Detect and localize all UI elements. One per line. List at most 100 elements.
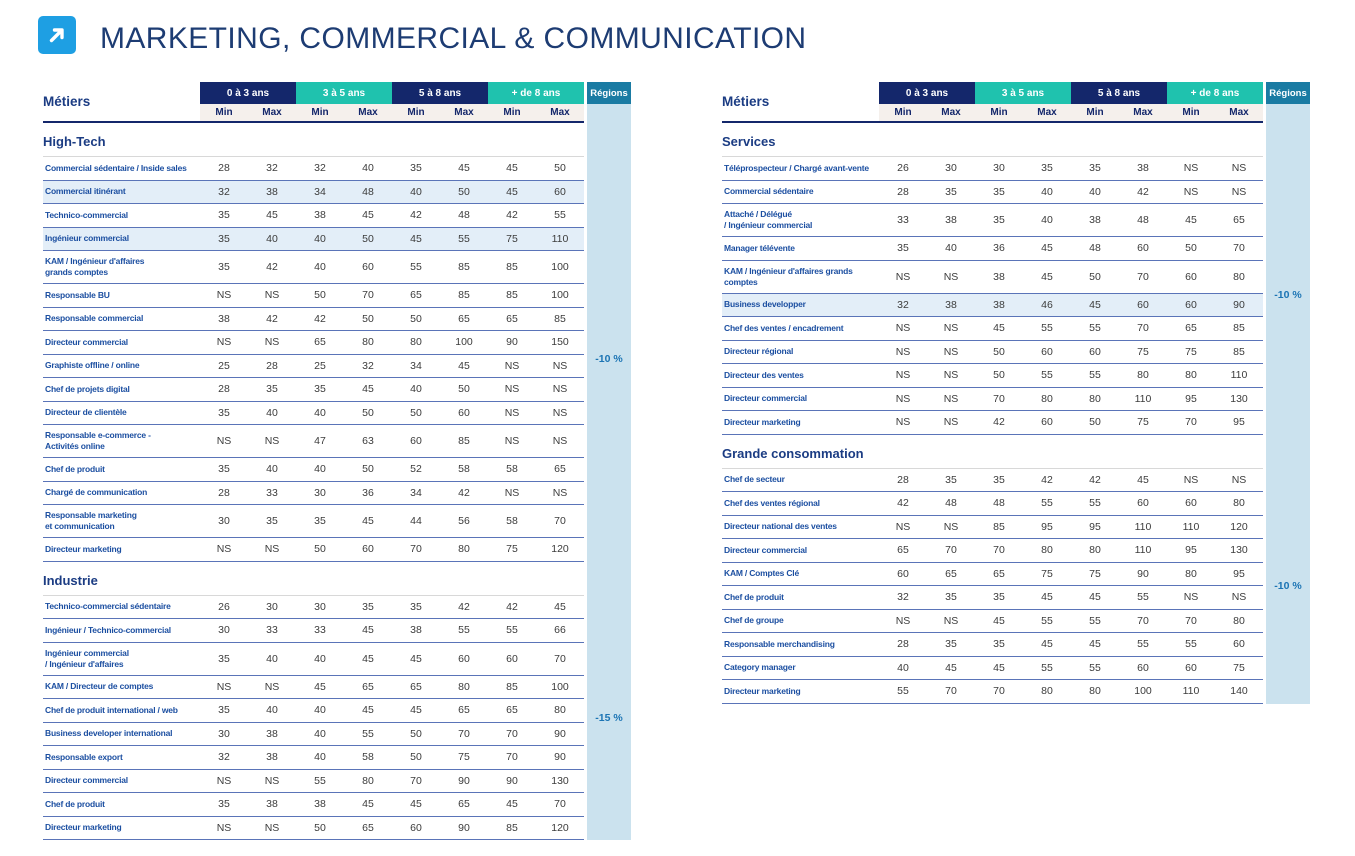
salary-value: 110 (551, 232, 569, 245)
salary-value: 75 (1233, 661, 1245, 674)
salary-value: 45 (362, 798, 374, 811)
salary-value: 40 (410, 383, 422, 396)
salary-value: NS (264, 543, 280, 556)
salary-value: 38 (1089, 214, 1101, 226)
table-row: Chef de produit 35 40 40 50 52 58 58 65 (43, 458, 584, 482)
salary-value: 80 (362, 336, 374, 349)
table-row: Directeur commercial NS NS 70 80 80 110 95 130 (722, 388, 1263, 411)
table-row: Responsable commercial 38 42 42 50 50 65 65 85 (43, 308, 584, 331)
salary-value: 65 (1185, 322, 1197, 335)
job-label: Responsable export (45, 751, 123, 762)
salary-value: 34 (410, 486, 422, 499)
salary-value: 70 (993, 544, 1005, 557)
salary-table-right: 0 à 3 ans 3 à 5 ans 5 à 8 ans + de 8 ans Rég… (722, 82, 1310, 704)
salary-value: 70 (554, 515, 566, 527)
salary-value: 46 (1041, 298, 1053, 311)
salary-value: 58 (506, 463, 518, 476)
salary-value: 35 (945, 638, 957, 651)
salary-value: NS (504, 383, 520, 396)
job-label: Graphiste offline / online (45, 360, 140, 371)
experience-header: 5 à 8 ans (1071, 82, 1167, 104)
salary-value: 55 (1041, 322, 1053, 335)
job-label: Directeur commercial (724, 393, 807, 404)
salary-value: 70 (1137, 322, 1149, 335)
salary-value: NS (895, 345, 911, 358)
salary-value: 130 (551, 774, 569, 787)
salary-value: NS (504, 486, 520, 499)
salary-value: 42 (458, 600, 470, 613)
region-note: -10 % (1274, 579, 1302, 592)
salary-value: 60 (1041, 416, 1053, 429)
salary-value: 140 (1230, 685, 1248, 698)
salary-value: 45 (945, 661, 957, 674)
salary-value: 40 (1041, 214, 1053, 226)
salary-value: 60 (458, 406, 470, 419)
salary-value: NS (895, 322, 911, 335)
section-rows: Technico-commercial sédentaire 26 30 30 35 35… (43, 596, 631, 840)
salary-value: 40 (410, 185, 422, 198)
salary-table-left: 0 à 3 ans 3 à 5 ans 5 à 8 ans + de 8 ans Rég… (43, 82, 631, 840)
salary-value: 65 (410, 680, 422, 693)
salary-value: NS (216, 289, 232, 302)
salary-value: 38 (266, 185, 278, 198)
salary-value: 36 (362, 486, 374, 499)
table-row: Directeur commercial NS NS 55 80 70 90 90 130 (43, 770, 584, 793)
salary-value: 85 (458, 289, 470, 302)
salary-value: 32 (897, 591, 909, 604)
salary-value: 44 (410, 515, 422, 527)
salary-value: 30 (314, 486, 326, 499)
job-label: Directeur régional (724, 346, 794, 357)
salary-value: 50 (314, 821, 326, 834)
salary-value: 35 (993, 638, 1005, 651)
salary-value: NS (895, 520, 911, 533)
job-label: Directeur commercial (45, 775, 128, 786)
salary-value: NS (264, 289, 280, 302)
salary-value: 50 (1185, 242, 1197, 255)
salary-value: 45 (506, 798, 518, 811)
salary-value: 90 (458, 821, 470, 834)
salary-value: 50 (362, 463, 374, 476)
salary-value: 70 (554, 652, 566, 665)
salary-value: 85 (554, 312, 566, 325)
job-label: Responsable commercial (45, 313, 144, 324)
salary-value: 42 (1137, 185, 1149, 198)
region-note: -15 % (595, 711, 623, 724)
max-header: Max (358, 107, 378, 118)
salary-value: 70 (506, 727, 518, 740)
salary-value: 70 (1185, 416, 1197, 429)
salary-value: 45 (506, 162, 518, 175)
salary-value: NS (943, 369, 959, 382)
job-label: Directeur des ventes (724, 369, 804, 380)
salary-value: 65 (993, 567, 1005, 580)
salary-value: 40 (897, 661, 909, 674)
table-row: Chef des ventes régional 42 48 48 55 55 60 60 80 (722, 492, 1263, 516)
salary-value: 80 (554, 704, 566, 717)
salary-value: 50 (314, 289, 326, 302)
salary-value: 45 (458, 359, 470, 372)
job-label: Responsable merchandising (724, 638, 835, 649)
salary-value: 80 (1041, 392, 1053, 405)
salary-value: 70 (1185, 614, 1197, 627)
regions-column-header: Régions (1266, 82, 1310, 104)
salary-value: 60 (1137, 242, 1149, 255)
salary-value: 95 (1041, 520, 1053, 533)
salary-value: 70 (1137, 614, 1149, 627)
salary-value: 50 (362, 406, 374, 419)
salary-value: 45 (410, 704, 422, 717)
job-label: Responsable BU (45, 289, 110, 300)
salary-value: 50 (554, 162, 566, 175)
table-row: Responsable BU NS NS 50 70 65 85 85 100 (43, 284, 584, 308)
max-header: Max (454, 107, 474, 118)
salary-value: NS (216, 543, 232, 556)
salary-value: 35 (218, 652, 230, 665)
salary-value: 32 (362, 359, 374, 372)
salary-value: 45 (266, 209, 278, 222)
salary-value: 48 (945, 497, 957, 510)
salary-value: 110 (1134, 544, 1152, 557)
minmax-header-row: Min Max Min Max Min Max Min Max (722, 104, 1263, 123)
salary-value: 70 (1233, 242, 1245, 255)
table-row: Business developer international 30 38 40 55… (43, 723, 584, 746)
table-row: Commercial sédentaire 28 35 35 40 40 42 NS NS (722, 181, 1263, 204)
salary-value: 60 (1185, 270, 1197, 283)
salary-value: 45 (1041, 270, 1053, 283)
